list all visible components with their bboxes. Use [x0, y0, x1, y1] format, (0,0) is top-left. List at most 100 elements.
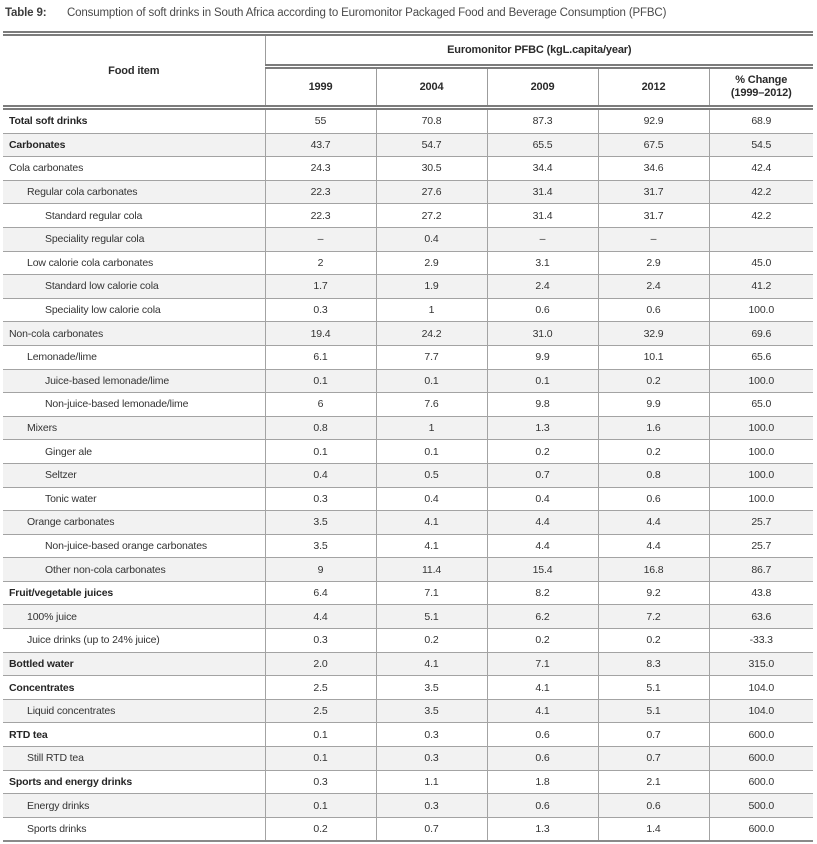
- value-cell: 0.3: [376, 793, 488, 818]
- value-cell: 55: [265, 107, 377, 134]
- table-caption: Table 9: Consumption of soft drinks in S…: [0, 5, 817, 31]
- food-item-cell: Fruit/vegetable juices: [3, 581, 266, 606]
- value-cell: 86.7: [709, 557, 813, 582]
- food-item-cell: Non-juice-based lemonade/lime: [3, 392, 266, 417]
- value-cell: 3.5: [265, 534, 377, 559]
- table-caption-label: Table 9:: [5, 7, 47, 19]
- value-cell: 16.8: [598, 557, 710, 582]
- value-cell: –: [598, 227, 710, 252]
- value-cell: 2.1: [598, 770, 710, 795]
- value-cell: 1.1: [376, 770, 488, 795]
- value-cell: 1.3: [487, 416, 599, 441]
- value-cell: 600.0: [709, 817, 813, 842]
- value-cell: 1: [376, 298, 488, 323]
- value-cell: 68.9: [709, 107, 813, 134]
- value-cell: 15.4: [487, 557, 599, 582]
- value-cell: 42.4: [709, 156, 813, 181]
- value-cell: 25.7: [709, 510, 813, 535]
- table-row: Juice-based lemonade/lime 0.1 0.1 0.1 0.…: [3, 369, 813, 394]
- value-cell: 19.4: [265, 321, 377, 346]
- food-item-cell: RTD tea: [3, 722, 266, 748]
- value-cell: 3.1: [487, 251, 599, 276]
- value-cell: 100.0: [709, 463, 813, 488]
- food-item-cell: Low calorie cola carbonates: [3, 251, 266, 276]
- value-cell: 0.4: [265, 463, 377, 488]
- value-cell: 0.6: [598, 487, 710, 512]
- value-cell: 9: [265, 557, 377, 582]
- value-cell: 7.2: [598, 604, 710, 630]
- value-cell: 4.4: [598, 534, 710, 559]
- food-item-cell: Other non-cola carbonates: [3, 557, 266, 582]
- table-row: Concentrates 2.5 3.5 4.1 5.1 104.0: [3, 675, 813, 700]
- food-item-cell: Energy drinks: [3, 793, 266, 818]
- value-cell: 4.4: [598, 510, 710, 535]
- table-row: RTD tea 0.1 0.3 0.6 0.7 600.0: [3, 722, 813, 748]
- value-cell: 92.9: [598, 107, 710, 134]
- table-row: Lemonade/lime 6.1 7.7 9.9 10.1 65.6: [3, 345, 813, 370]
- value-cell: 42.2: [709, 203, 813, 228]
- value-cell: -33.3: [709, 628, 813, 653]
- table-row: Juice drinks (up to 24% juice) 0.3 0.2 0…: [3, 628, 813, 653]
- value-cell: 0.1: [487, 369, 599, 394]
- value-cell: 65.6: [709, 345, 813, 370]
- value-cell: 10.1: [598, 345, 710, 370]
- table-row: Total soft drinks 55 70.8 87.3 92.9 68.9: [3, 107, 813, 134]
- value-cell: 1.7: [265, 274, 377, 299]
- table-row: Sports drinks 0.2 0.7 1.3 1.4 600.0: [3, 817, 813, 842]
- food-item-cell: Standard low calorie cola: [3, 274, 266, 299]
- food-item-header: Food item: [3, 33, 266, 110]
- value-cell: 43.7: [265, 133, 377, 158]
- value-cell: 22.3: [265, 180, 377, 205]
- value-cell: 0.1: [376, 369, 488, 394]
- value-cell: 5.1: [598, 675, 710, 700]
- value-cell: 3.5: [376, 675, 488, 700]
- table-body: Total soft drinks 55 70.8 87.3 92.9 68.9…: [3, 107, 813, 842]
- value-cell: 0.7: [598, 746, 710, 771]
- table-row: Speciality regular cola – 0.4 – –: [3, 227, 813, 252]
- value-cell: 87.3: [487, 107, 599, 134]
- value-cell: 0.4: [487, 487, 599, 512]
- value-cell: 65.5: [487, 133, 599, 158]
- food-item-cell: Liquid concentrates: [3, 699, 266, 724]
- value-cell: 1.8: [487, 770, 599, 795]
- pct-change-header-line1: % Change: [735, 74, 788, 86]
- value-cell: 0.1: [265, 439, 377, 464]
- value-cell: 0.3: [376, 722, 488, 748]
- food-item-cell: Ginger ale: [3, 439, 266, 464]
- value-cell: –: [265, 227, 377, 252]
- table-row: Non-juice-based orange carbonates 3.5 4.…: [3, 534, 813, 559]
- food-item-cell: Speciality low calorie cola: [3, 298, 266, 323]
- value-cell: 24.3: [265, 156, 377, 181]
- value-cell: 4.1: [376, 510, 488, 535]
- value-cell: 1.9: [376, 274, 488, 299]
- value-cell: 0.1: [265, 369, 377, 394]
- value-cell: 0.3: [265, 770, 377, 795]
- value-cell: 6: [265, 392, 377, 417]
- table-row: Speciality low calorie cola 0.3 1 0.6 0.…: [3, 298, 813, 323]
- table-row: Seltzer 0.4 0.5 0.7 0.8 100.0: [3, 463, 813, 488]
- value-cell: 0.1: [376, 439, 488, 464]
- value-cell: 1.3: [487, 817, 599, 842]
- value-cell: 0.3: [376, 746, 488, 771]
- value-cell: 0.7: [598, 722, 710, 748]
- table-row: Carbonates 43.7 54.7 65.5 67.5 54.5: [3, 133, 813, 158]
- food-item-cell: 100% juice: [3, 604, 266, 630]
- value-cell: 0.5: [376, 463, 488, 488]
- value-cell: 22.3: [265, 203, 377, 228]
- value-cell: 4.4: [487, 510, 599, 535]
- value-cell: 25.7: [709, 534, 813, 559]
- value-cell: 0.6: [487, 746, 599, 771]
- food-item-cell: Juice drinks (up to 24% juice): [3, 628, 266, 653]
- value-cell: 100.0: [709, 487, 813, 512]
- year-header-2009: 2009: [487, 66, 599, 110]
- value-cell: 600.0: [709, 770, 813, 795]
- food-item-cell: Sports drinks: [3, 817, 266, 842]
- value-cell: 0.8: [265, 416, 377, 441]
- value-cell: 2.5: [265, 675, 377, 700]
- value-cell: 9.8: [487, 392, 599, 417]
- value-cell: 100.0: [709, 369, 813, 394]
- value-cell: 2: [265, 251, 377, 276]
- consumption-table: Food item Euromonitor PFBC (kgL.capita/y…: [3, 31, 813, 843]
- value-cell: 7.1: [376, 581, 488, 606]
- value-cell: 4.1: [376, 534, 488, 559]
